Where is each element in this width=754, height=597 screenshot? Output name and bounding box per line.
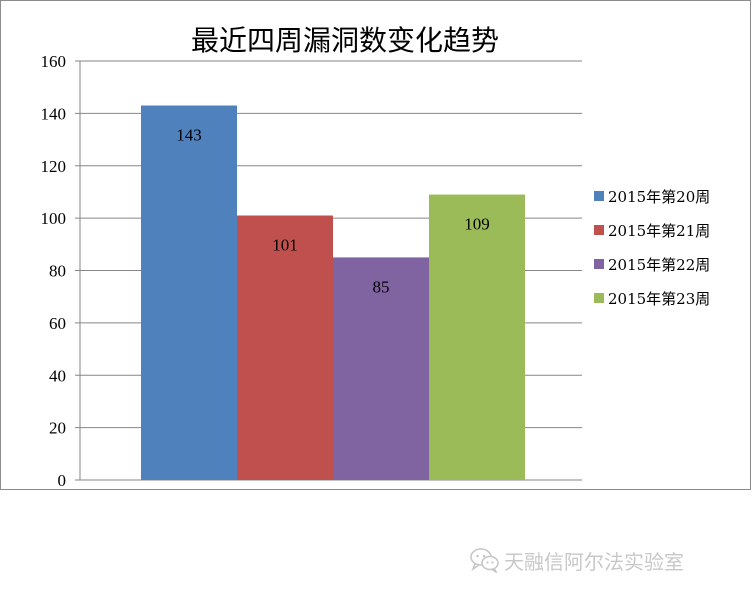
bar <box>237 216 333 480</box>
legend: 2015年第20周 2015年第21周 2015年第22周 2015年第23周 <box>594 188 710 308</box>
y-tick-label: 40 <box>49 366 66 385</box>
y-tick-label: 120 <box>41 157 67 176</box>
y-tick-label: 80 <box>49 262 66 281</box>
data-label: 101 <box>272 236 298 255</box>
bar <box>141 106 237 480</box>
y-tick-label: 60 <box>49 314 66 333</box>
data-label: 143 <box>176 126 202 145</box>
y-tick-label: 20 <box>49 419 66 438</box>
bar <box>429 195 525 480</box>
legend-label: 2015年第21周 <box>608 222 710 240</box>
y-axis: 0 20 40 60 80 100 120 140 160 <box>41 52 81 490</box>
data-label: 109 <box>464 215 490 234</box>
legend-swatch <box>594 191 604 201</box>
legend-label: 2015年第20周 <box>608 188 710 206</box>
legend-swatch <box>594 225 604 235</box>
legend-swatch <box>594 259 604 269</box>
chart: 最近四周漏洞数变化趋势 0 20 40 60 80 100 120 140 160 143 101… <box>0 0 754 490</box>
legend-swatch <box>594 293 604 303</box>
data-label: 85 <box>373 277 390 296</box>
watermark-text: 天融信阿尔法实验室 <box>504 546 684 575</box>
wechat-icon <box>470 547 500 573</box>
y-tick-label: 100 <box>41 209 67 228</box>
watermark: 天融信阿尔法实验室 <box>470 545 684 575</box>
y-tick-label: 0 <box>58 471 67 490</box>
legend-label: 2015年第22周 <box>608 256 710 274</box>
y-tick-label: 160 <box>41 52 67 71</box>
legend-label: 2015年第23周 <box>608 290 710 308</box>
chart-title: 最近四周漏洞数变化趋势 <box>191 24 499 57</box>
y-tick-label: 140 <box>41 104 67 123</box>
bars <box>141 106 525 480</box>
